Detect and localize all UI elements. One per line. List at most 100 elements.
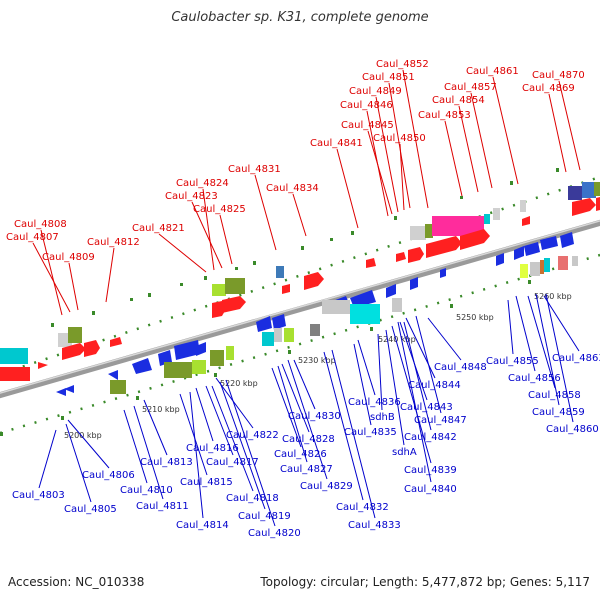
leader-line bbox=[133, 405, 164, 500]
gene-label: Caul_4812 bbox=[87, 237, 140, 248]
leader-line bbox=[219, 381, 266, 510]
leader-line bbox=[254, 174, 277, 251]
leader-line bbox=[287, 359, 328, 480]
gene-label: Caul_4858 bbox=[528, 390, 581, 401]
leader-line bbox=[323, 351, 364, 501]
leader-line bbox=[492, 76, 519, 185]
leader-line bbox=[535, 293, 560, 406]
gene-label: Caul_4860 bbox=[546, 424, 599, 435]
gene-label: Caul_4813 bbox=[140, 457, 193, 468]
gene-label: Caul_4845 bbox=[341, 120, 394, 131]
gene-label: Caul_4842 bbox=[404, 432, 457, 443]
gene-label: Caul_4863 bbox=[552, 353, 600, 364]
leader-line bbox=[397, 321, 432, 483]
leader-line bbox=[158, 233, 207, 273]
leader-line bbox=[211, 385, 254, 492]
leader-line bbox=[215, 377, 254, 429]
leader-line bbox=[65, 423, 92, 503]
leader-line bbox=[377, 333, 383, 411]
gene-label: Caul_4834 bbox=[266, 183, 319, 194]
gene-label: Caul_4805 bbox=[64, 504, 117, 515]
gene-label: Caul_4814 bbox=[176, 520, 229, 531]
gene-label: Caul_4806 bbox=[82, 470, 135, 481]
leader-line bbox=[189, 391, 204, 519]
leader-line bbox=[179, 393, 208, 476]
gene-label: Caul_4818 bbox=[226, 493, 279, 504]
gene-label: Caul_4843 bbox=[400, 402, 453, 413]
gene-label: Caul_4855 bbox=[486, 356, 539, 367]
lower-features bbox=[56, 232, 578, 396]
gene-label: Caul_4851 bbox=[362, 72, 415, 83]
gene-label: Caul_4824 bbox=[176, 178, 229, 189]
gene-label: Caul_4815 bbox=[180, 477, 233, 488]
leader-line bbox=[143, 399, 168, 456]
gene-label: Caul_4819 bbox=[238, 511, 291, 522]
leader-line bbox=[427, 317, 462, 361]
leader-line bbox=[403, 321, 432, 431]
leader-line bbox=[388, 82, 411, 209]
gene-label: Caul_4870 bbox=[532, 70, 585, 81]
leader-line bbox=[353, 343, 372, 426]
leader-line bbox=[277, 365, 308, 463]
gene-label: Caul_4856 bbox=[508, 373, 561, 384]
leader-line bbox=[123, 409, 148, 484]
leader-line bbox=[543, 295, 580, 352]
gene-label: Caul_4827 bbox=[280, 464, 333, 475]
leader-line bbox=[515, 295, 536, 372]
gene-label: Caul_4807 bbox=[6, 232, 59, 243]
leader-line bbox=[527, 295, 556, 389]
upper-guide-ticks bbox=[51, 168, 559, 327]
gene-label: Caul_4822 bbox=[226, 430, 279, 441]
gene-label: Caul_4839 bbox=[404, 465, 457, 476]
leader-line bbox=[405, 317, 436, 379]
gene-label: Caul_4816 bbox=[186, 443, 239, 454]
leader-line bbox=[366, 110, 389, 217]
gene-label: Caul_4846 bbox=[340, 100, 393, 111]
leader-line bbox=[293, 359, 316, 410]
leader-line bbox=[399, 321, 428, 401]
gene-label: Caul_4810 bbox=[120, 485, 173, 496]
leader-line bbox=[32, 242, 71, 313]
scale-labels: 5200 kbp 5210 kbp 5220 kbp 5230 kbp 5240 kbp… bbox=[64, 292, 572, 440]
feature-box bbox=[0, 348, 28, 364]
gene-label: Caul_4828 bbox=[282, 434, 335, 445]
gene-label: Caul_4857 bbox=[444, 82, 497, 93]
leader-line bbox=[367, 130, 393, 215]
genome-backbone bbox=[0, 219, 600, 399]
leader-line bbox=[271, 367, 302, 448]
leader-line bbox=[545, 293, 574, 423]
accession-label: Accession: NC_010338 bbox=[8, 575, 145, 589]
gene-label: Caul_4826 bbox=[274, 449, 327, 460]
leader-line bbox=[391, 325, 432, 464]
gene-label: Caul_4831 bbox=[228, 164, 281, 175]
gene-label: Caul_4836 bbox=[348, 397, 401, 408]
gene-label: Caul_4847 bbox=[414, 415, 467, 426]
gene-label: Caul_4853 bbox=[418, 110, 471, 121]
gene-label: Caul_4821 bbox=[132, 223, 185, 234]
leader-line bbox=[105, 247, 115, 303]
leader-line bbox=[385, 329, 405, 446]
gene-label: Caul_4820 bbox=[248, 528, 301, 539]
gene-label: Caul_4859 bbox=[532, 407, 585, 418]
scale-label: 5260 kbp bbox=[534, 292, 572, 301]
gene-label: Caul_4850 bbox=[373, 133, 426, 144]
scale-label: 5220 kbp bbox=[220, 379, 258, 388]
leader-line bbox=[444, 120, 463, 197]
gene-label: Caul_4817 bbox=[206, 457, 259, 468]
gene-label: Caul_4825 bbox=[193, 204, 246, 215]
leader-line bbox=[375, 96, 399, 213]
gene-label: Caul_4861 bbox=[466, 66, 519, 77]
gene-label: Caul_4811 bbox=[136, 501, 189, 512]
leader-line bbox=[225, 379, 276, 527]
gene-label: Caul_4803 bbox=[12, 490, 65, 501]
gene-label: Caul_4833 bbox=[348, 520, 401, 531]
leader-line bbox=[219, 214, 233, 265]
map-title: Caulobacter sp. K31, complete genome bbox=[171, 10, 429, 25]
leader-line bbox=[331, 349, 376, 519]
gene-labels: Caul_4808 Caul_4807 Caul_4809 Caul_4812 Caul… bbox=[6, 59, 600, 539]
gene-label: Caul_4829 bbox=[300, 481, 353, 492]
leader-line bbox=[415, 315, 442, 414]
leader-line bbox=[402, 69, 429, 209]
